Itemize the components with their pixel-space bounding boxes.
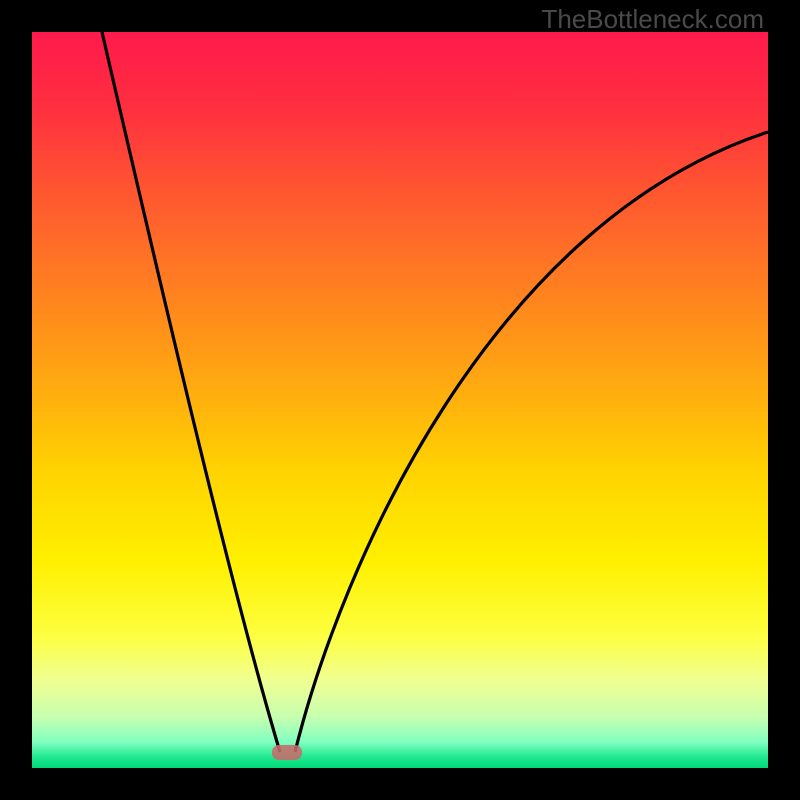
- curve-right-branch: [295, 132, 768, 752]
- watermark-text: TheBottleneck.com: [541, 4, 764, 35]
- optimal-marker: [272, 745, 302, 760]
- curve-left-branch: [102, 32, 280, 752]
- curve-layer: [32, 32, 768, 768]
- plot-area: [32, 32, 768, 768]
- chart-frame: TheBottleneck.com: [0, 0, 800, 800]
